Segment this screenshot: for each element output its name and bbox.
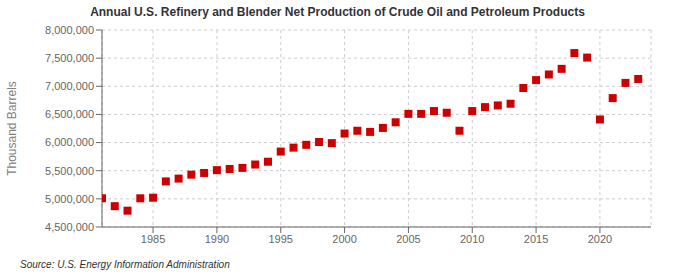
svg-text:5,000,000: 5,000,000 — [45, 193, 94, 205]
svg-text:6,500,000: 6,500,000 — [45, 108, 94, 120]
svg-text:2005: 2005 — [396, 233, 420, 245]
svg-text:6,000,000: 6,000,000 — [45, 136, 94, 148]
svg-text:2010: 2010 — [460, 233, 484, 245]
svg-text:5,500,000: 5,500,000 — [45, 165, 94, 177]
svg-text:2000: 2000 — [332, 233, 356, 245]
svg-text:1990: 1990 — [205, 233, 229, 245]
svg-text:8,000,000: 8,000,000 — [45, 24, 94, 36]
svg-text:7,000,000: 7,000,000 — [45, 80, 94, 92]
svg-text:Thousand Barrels: Thousand Barrels — [8, 81, 19, 176]
html-text:Annual U.S. Refinery and Blend: Annual U.S. Refinery and Blender Net Pro… — [90, 5, 585, 19]
svg-text:4,500,000: 4,500,000 — [45, 221, 94, 233]
svg-text:1995: 1995 — [269, 233, 293, 245]
svg-text:2020: 2020 — [588, 233, 612, 245]
svg-text:7,500,000: 7,500,000 — [45, 52, 94, 64]
svg-text:1985: 1985 — [141, 233, 165, 245]
svg-text:2015: 2015 — [524, 233, 548, 245]
html-text:Source: U.S. Energy Informatio: Source: U.S. Energy Information Administ… — [20, 259, 230, 270]
